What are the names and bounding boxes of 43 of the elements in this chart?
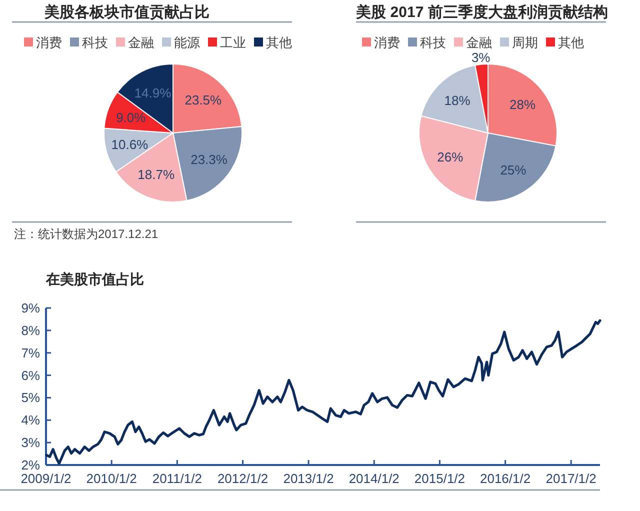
legend-label: 金融 (466, 35, 492, 50)
data-label: 23.5% (184, 92, 222, 108)
x-tick-label: 2016/1/2 (480, 471, 531, 486)
data-label: 18% (444, 92, 471, 108)
x-tick-label: 2011/1/2 (152, 471, 202, 486)
y-tick-label: 7% (21, 345, 40, 360)
legend-label: 科技 (82, 35, 108, 50)
y-tick-label: 2% (21, 458, 40, 472)
data-label: 9.0% (116, 110, 146, 126)
legend-label: 科技 (420, 35, 446, 50)
x-tick-label: 2013/1/2 (283, 471, 334, 486)
y-tick-label: 4% (21, 412, 40, 428)
data-label: 23.3% (190, 152, 228, 168)
chart-title: 在美股市值占比 (45, 271, 144, 287)
y-tick-label: 3% (21, 435, 40, 450)
data-label: 28% (510, 96, 536, 112)
text: 注：统计数据为2017.12.21 (14, 227, 158, 241)
legend-label: 其他 (558, 35, 584, 50)
data-label: 26% (437, 150, 464, 165)
y-tick-label: 5% (21, 390, 40, 406)
x-tick-label: 2010/1/2 (86, 471, 137, 486)
y-tick-label: 8% (21, 322, 40, 338)
legend-label: 金融 (128, 35, 154, 50)
x-tick-label: 2014/1/2 (348, 471, 400, 486)
chart-title: 美股 2017 前三季度大盘利润贡献结构 (355, 3, 608, 21)
legend-label: 周期 (512, 35, 538, 50)
x-tick-label: 2009/1/2 (20, 471, 72, 486)
legend-label: 工业 (220, 35, 246, 50)
x-tick-label: 2015/1/2 (414, 471, 466, 486)
y-tick-label: 6% (21, 368, 40, 383)
legend-label: 其他 (266, 35, 292, 50)
data-label: 10.6% (111, 137, 149, 152)
data-label: 18.7% (138, 167, 175, 182)
legend-label: 能源 (174, 35, 200, 50)
y-tick-label: 9% (21, 300, 40, 316)
data-label: 3% (471, 50, 491, 65)
chart-title: 美股各板块市值贡献占比 (44, 3, 210, 21)
legend-label: 消费 (36, 35, 62, 50)
data-label: 25% (500, 162, 527, 178)
legend-label: 消费 (374, 35, 400, 50)
x-tick-label: 2017/1/2 (546, 471, 596, 486)
data-label: 14.9% (134, 85, 172, 100)
x-tick-label: 2012/1/2 (217, 471, 268, 486)
